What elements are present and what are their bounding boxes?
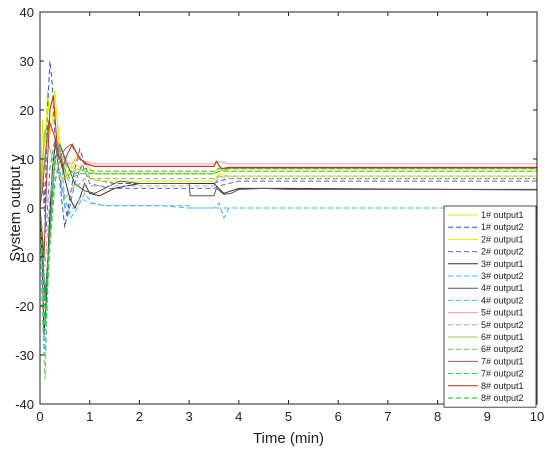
series-line-12 bbox=[39, 147, 537, 380]
series-line-4 bbox=[39, 139, 537, 233]
y-tick-label-6: 20 bbox=[20, 103, 34, 118]
legend-label-1: 1# output1 bbox=[481, 210, 524, 220]
legend-label-6: 3# output2 bbox=[481, 271, 524, 281]
y-tick-label-4: 0 bbox=[27, 201, 34, 216]
y-tick-label-1: -30 bbox=[15, 348, 34, 363]
x-tick-label-3: 3 bbox=[185, 409, 192, 424]
legend-label-3: 2# output1 bbox=[481, 234, 524, 244]
x-tick-label-0: 0 bbox=[36, 409, 43, 424]
legend-label-16: 8# output2 bbox=[481, 393, 524, 403]
legend: 1# output1 1# output2 2# output1 2# output2… bbox=[443, 205, 537, 408]
x-tick-label-5: 5 bbox=[285, 409, 292, 424]
legend-label-5: 3# output1 bbox=[481, 259, 524, 269]
y-tick-label-0: -40 bbox=[15, 397, 34, 412]
series-line-2 bbox=[39, 60, 537, 228]
x-tick-label-4: 4 bbox=[235, 409, 242, 424]
legend-label-15: 8# output1 bbox=[481, 381, 524, 391]
y-tick-label-2: -20 bbox=[15, 299, 34, 314]
legend-label-2: 1# output2 bbox=[481, 222, 524, 232]
tick-labels: 0 1 2 3 4 5 6 7 8 9 10 -40 -30 -20 -10 0 10 20 30 40 bbox=[15, 5, 544, 424]
legend-label-13: 7# output1 bbox=[481, 356, 524, 366]
x-tick-label-9: 9 bbox=[484, 409, 491, 424]
legend-label-11: 6# output1 bbox=[481, 332, 524, 342]
x-tick-label-8: 8 bbox=[434, 409, 441, 424]
series-line-8 bbox=[39, 167, 537, 307]
legend-label-12: 6# output2 bbox=[481, 344, 524, 354]
y-tick-label-8: 40 bbox=[20, 5, 34, 20]
x-tick-label-1: 1 bbox=[86, 409, 93, 424]
series-layer bbox=[39, 60, 538, 380]
x-axis-label: Time (min) bbox=[253, 430, 324, 447]
legend-label-14: 7# output2 bbox=[481, 369, 524, 379]
series-line-14 bbox=[39, 157, 537, 331]
y-tick-label-5: 10 bbox=[20, 152, 34, 167]
legend-label-7: 4# output1 bbox=[481, 283, 524, 293]
axes bbox=[39, 11, 538, 405]
x-tick-label-10: 10 bbox=[530, 409, 544, 424]
series-line-16 bbox=[39, 142, 537, 307]
legend-label-10: 5# output2 bbox=[481, 320, 524, 330]
x-tick-label-7: 7 bbox=[384, 409, 391, 424]
series-line-15 bbox=[39, 95, 537, 258]
legend-label-4: 2# output2 bbox=[481, 247, 524, 257]
legend-label-8: 4# output2 bbox=[481, 295, 524, 305]
x-tick-label-2: 2 bbox=[136, 409, 143, 424]
y-tick-label-7: 30 bbox=[20, 54, 34, 69]
y-axis-label: System output y bbox=[7, 154, 24, 262]
x-tick-label-6: 6 bbox=[335, 409, 342, 424]
series-line-11 bbox=[39, 129, 537, 209]
y-tick-label-3: -10 bbox=[15, 250, 34, 265]
legend-label-9: 5# output1 bbox=[481, 308, 524, 318]
